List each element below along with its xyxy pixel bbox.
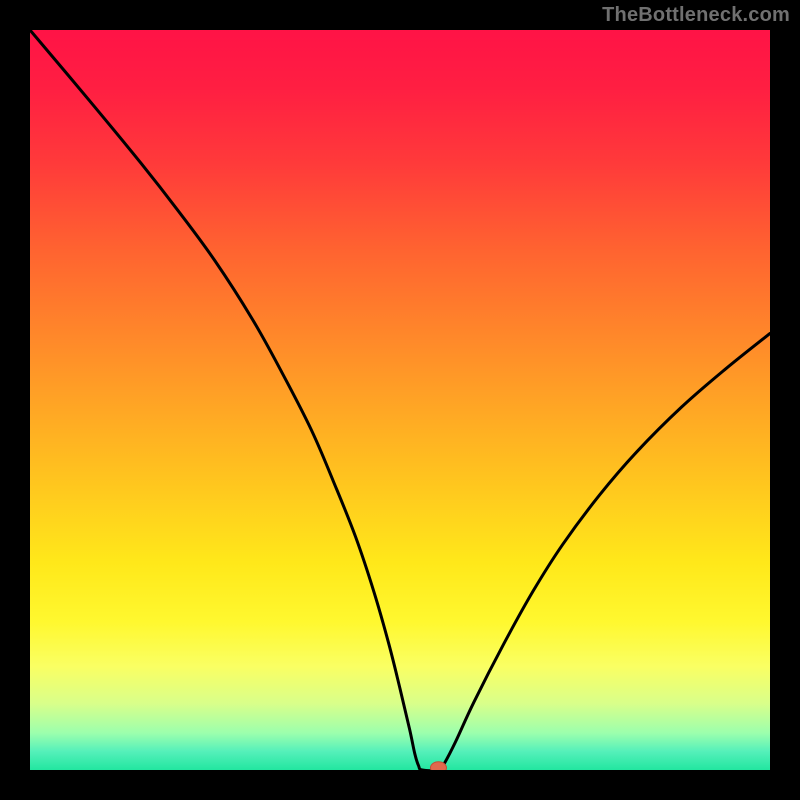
figure-container: TheBottleneck.com [0, 0, 800, 800]
gradient-background [30, 30, 770, 770]
bottleneck-chart [0, 0, 800, 800]
minimum-marker [430, 762, 446, 774]
watermark-text: TheBottleneck.com [602, 4, 790, 27]
